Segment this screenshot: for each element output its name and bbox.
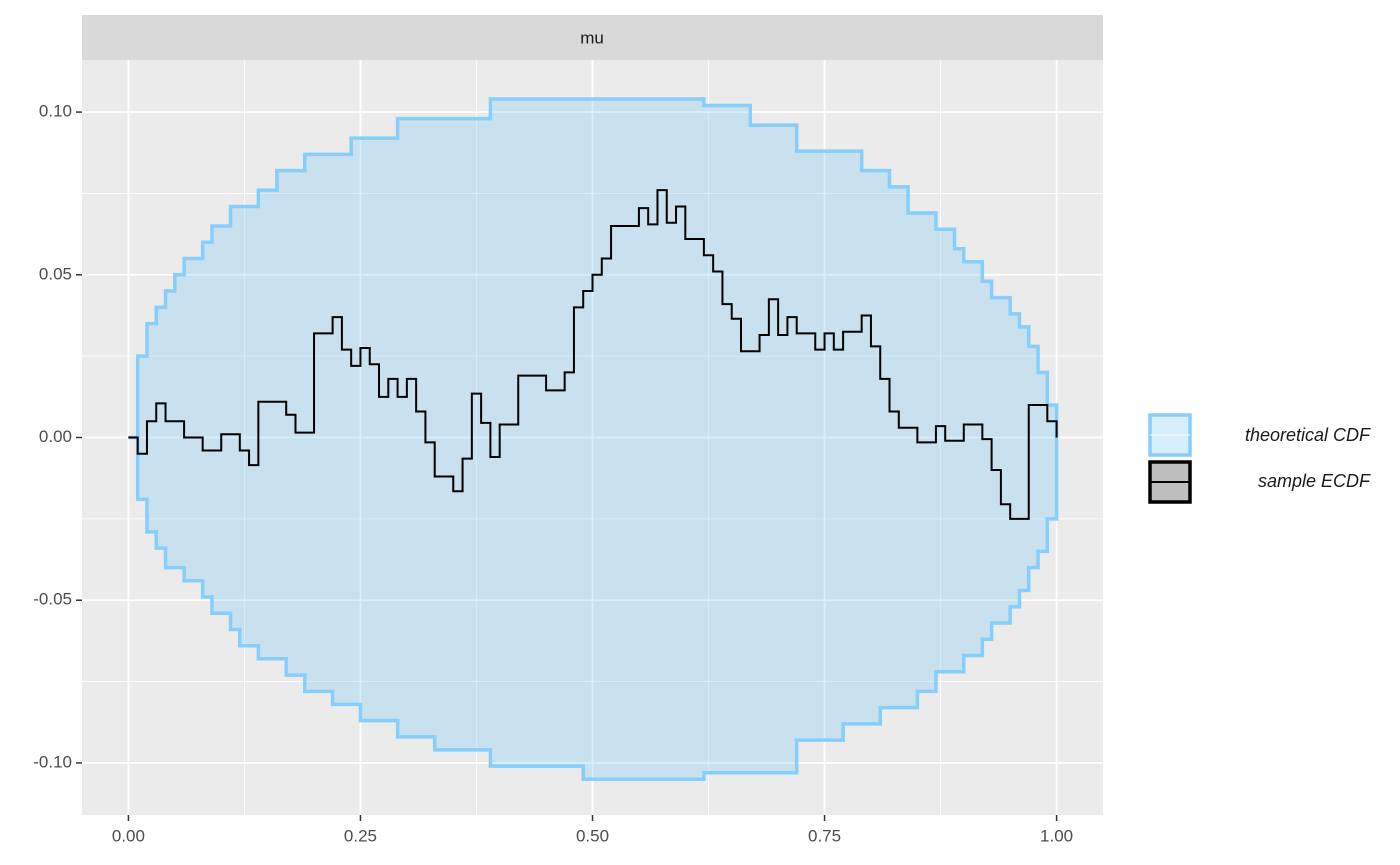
x-tick-label: 0.50 bbox=[576, 826, 609, 845]
strip bbox=[82, 15, 1103, 60]
y-tick-label: 0.10 bbox=[39, 102, 72, 121]
legend-label: theoretical CDF bbox=[1245, 425, 1371, 445]
strip-label: mu bbox=[580, 28, 604, 47]
y-tick-label: -0.10 bbox=[33, 752, 72, 771]
legend-label: sample ECDF bbox=[1258, 471, 1371, 491]
ecdf-line bbox=[128, 189, 1058, 520]
y-tick-label: -0.05 bbox=[33, 590, 72, 609]
y-tick-label: 0.05 bbox=[39, 264, 72, 283]
x-tick-label: 1.00 bbox=[1040, 826, 1073, 845]
x-tick-label: 0.25 bbox=[344, 826, 377, 845]
x-tick-label: 0.00 bbox=[112, 826, 145, 845]
y-tick-label: 0.00 bbox=[39, 427, 72, 446]
x-tick-label: 0.75 bbox=[808, 826, 841, 845]
confidence-band bbox=[128, 97, 1059, 781]
